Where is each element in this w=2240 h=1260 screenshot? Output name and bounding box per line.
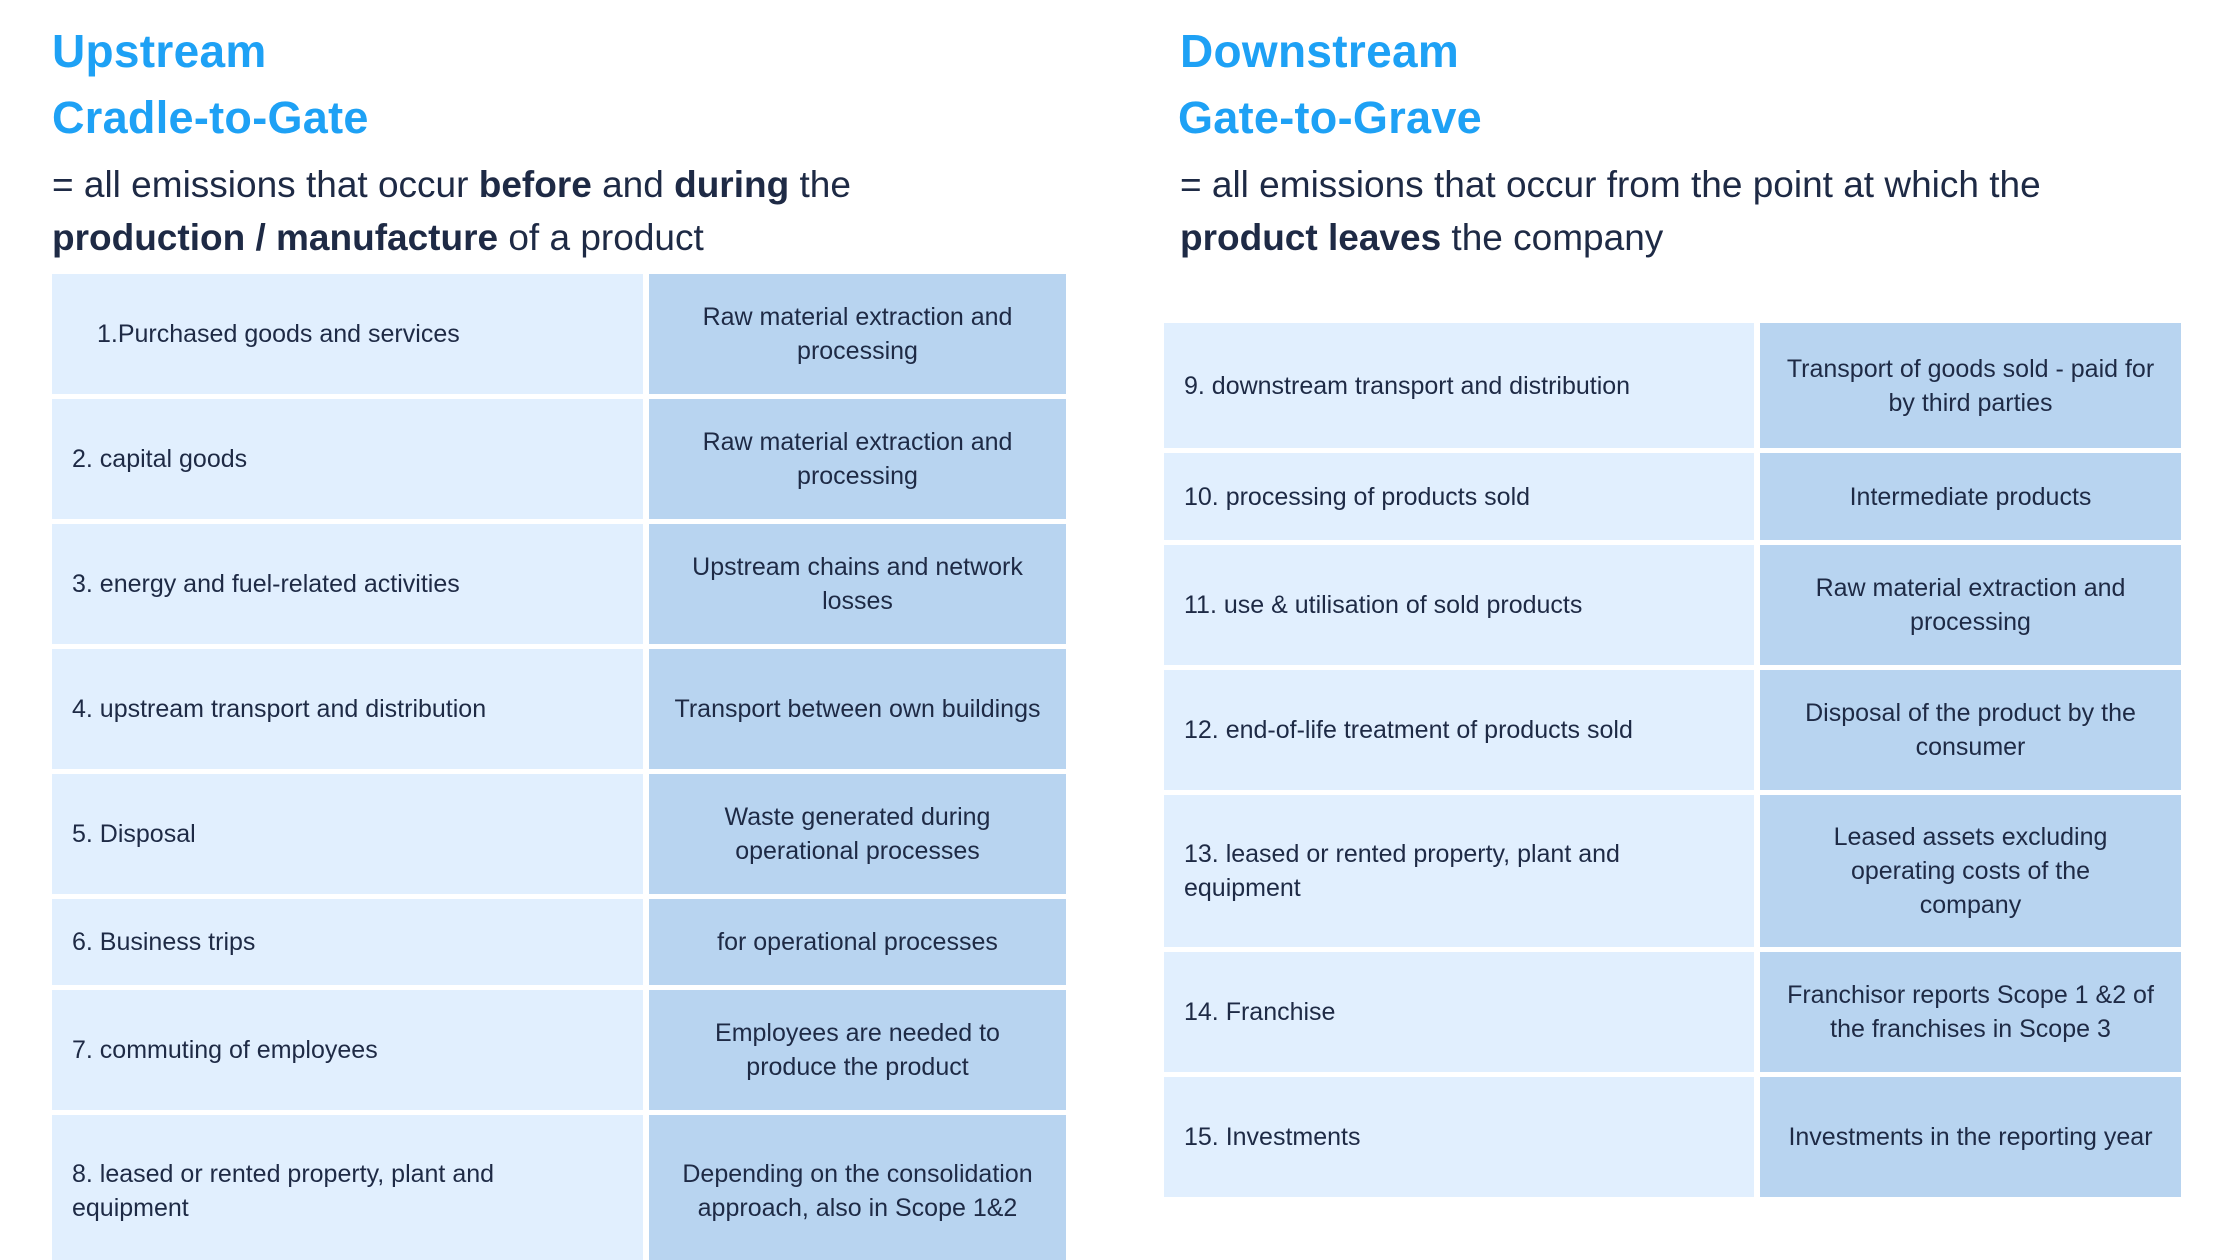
category-text: 11. use & utilisation of sold products — [1184, 591, 1583, 619]
category-cell: 2. capital goods — [52, 399, 643, 519]
category-cell: 8. leased or rented property, plant and … — [52, 1115, 643, 1260]
detail-text: Intermediate products — [1849, 482, 2092, 511]
category-text: 5. Disposal — [72, 820, 196, 848]
downstream-title: Downstream — [1180, 25, 1460, 77]
detail-text: Disposal of the product by the consumer — [1805, 699, 2136, 761]
desc-text: of a product — [498, 217, 704, 258]
category-cell: 1.Purchased goods and services — [52, 274, 643, 394]
desc-emphasis: product leaves — [1180, 217, 1442, 258]
category-cell: 7. commuting of employees — [52, 990, 643, 1110]
table-row: 12. end-of-life treatment of products so… — [1164, 670, 2181, 790]
desc-emphasis: during — [674, 164, 790, 205]
category-cell: 3. energy and fuel-related activities — [52, 524, 643, 644]
table-row: 6. Business trips for operational proces… — [52, 899, 1066, 985]
detail-text: for operational processes — [717, 928, 998, 956]
detail-cell: Employees are needed to produce the prod… — [649, 990, 1066, 1110]
table-row: 1.Purchased goods and services Raw mater… — [52, 274, 1066, 394]
detail-text: Transport of goods sold - paid for by th… — [1786, 354, 2155, 417]
category-text: 12. end-of-life treatment of products so… — [1184, 716, 1633, 744]
upstream-description: = all emissions that occur before and du… — [52, 158, 1052, 264]
category-text: 13. leased or rented property, plant and… — [1184, 840, 1620, 902]
table-row: 5. Disposal Waste generated during opera… — [52, 774, 1066, 894]
detail-cell: Intermediate products — [1760, 453, 2181, 540]
table-row: 3. energy and fuel-related activities Up… — [52, 524, 1066, 644]
detail-text: Franchisor reports Scope 1 &2 of the fra… — [1787, 981, 2154, 1043]
table-row: 13. leased or rented property, plant and… — [1164, 795, 2181, 947]
category-text: 3. energy and fuel-related activities — [72, 570, 460, 598]
detail-cell: Upstream chains and network losses — [649, 524, 1066, 644]
desc-emphasis: before — [478, 164, 592, 205]
category-cell: 13. leased or rented property, plant and… — [1164, 795, 1754, 947]
category-cell: 14. Franchise — [1164, 952, 1754, 1072]
category-cell: 4. upstream transport and distribution — [52, 649, 643, 769]
detail-cell: Leased assets excluding operating costs … — [1760, 795, 2181, 947]
desc-text: and — [591, 164, 675, 205]
detail-cell: Disposal of the product by the consumer — [1760, 670, 2181, 790]
category-text: 9. downstream transport and distribution — [1184, 371, 1631, 400]
table-row: 10. processing of products sold Intermed… — [1164, 453, 2181, 540]
detail-cell: Transport of goods sold - paid for by th… — [1760, 323, 2181, 448]
category-cell: 10. processing of products sold — [1164, 453, 1754, 540]
detail-text: Leased assets excluding operating costs … — [1833, 823, 2108, 919]
category-cell: 6. Business trips — [52, 899, 643, 985]
detail-text: Waste generated during operational proce… — [724, 803, 991, 865]
upstream-subtitle: Cradle-to-Gate — [52, 92, 369, 143]
category-text: 14. Franchise — [1184, 998, 1336, 1026]
category-cell: 15. Investments — [1164, 1077, 1754, 1197]
category-text: 15. Investments — [1184, 1123, 1361, 1151]
detail-cell: Raw material extraction and processing — [649, 399, 1066, 519]
desc-emphasis: production / manufacture — [52, 217, 499, 258]
upstream-title: Upstream — [52, 25, 267, 77]
detail-text: Raw material extraction and processing — [1815, 574, 2126, 636]
downstream-subtitle: Gate-to-Grave — [1178, 92, 1482, 143]
detail-cell: Raw material extraction and processing — [649, 274, 1066, 394]
category-text: 1.Purchased goods and services — [97, 320, 460, 348]
category-text: 7. commuting of employees — [72, 1036, 378, 1064]
category-cell: 12. end-of-life treatment of products so… — [1164, 670, 1754, 790]
detail-text: Transport between own buildings — [674, 695, 1041, 723]
desc-text: the company — [1441, 217, 1664, 258]
category-text: 2. capital goods — [72, 445, 248, 473]
detail-text: Raw material extraction and processing — [702, 303, 1013, 365]
table-row: 2. capital goods Raw material extraction… — [52, 399, 1066, 519]
detail-text: Employees are needed to produce the prod… — [715, 1019, 1000, 1081]
detail-cell: Investments in the reporting year — [1760, 1077, 2181, 1197]
table-row: 7. commuting of employees Employees are … — [52, 990, 1066, 1110]
table-row: 8. leased or rented property, plant and … — [52, 1115, 1066, 1260]
detail-text: Raw material extraction and processing — [702, 428, 1013, 490]
category-text: 10. processing of products sold — [1184, 482, 1531, 511]
detail-text: Upstream chains and network losses — [692, 553, 1023, 615]
table-row: 14. Franchise Franchisor reports Scope 1… — [1164, 952, 2181, 1072]
downstream-description: = all emissions that occur from the poin… — [1180, 158, 2180, 264]
detail-cell: Waste generated during operational proce… — [649, 774, 1066, 894]
table-row: 11. use & utilisation of sold products R… — [1164, 545, 2181, 665]
desc-text: = all emissions that occur from the poin… — [1180, 164, 2041, 205]
table-row: 15. Investments Investments in the repor… — [1164, 1077, 2181, 1197]
category-text: 8. leased or rented property, plant and … — [72, 1160, 495, 1222]
table-row: 4. upstream transport and distribution T… — [52, 649, 1066, 769]
category-cell: 5. Disposal — [52, 774, 643, 894]
table-row: 9. downstream transport and distribution… — [1164, 323, 2181, 448]
detail-cell: Raw material extraction and processing — [1760, 545, 2181, 665]
desc-text: = all emissions that occur — [52, 164, 479, 205]
detail-cell: Depending on the consolidation approach,… — [649, 1115, 1066, 1260]
detail-text: Investments in the reporting year — [1788, 1123, 2153, 1151]
category-text: 6. Business trips — [72, 928, 256, 956]
detail-cell: for operational processes — [649, 899, 1066, 985]
category-cell: 11. use & utilisation of sold products — [1164, 545, 1754, 665]
desc-text: the — [789, 164, 851, 205]
category-cell: 9. downstream transport and distribution — [1164, 323, 1754, 448]
detail-cell: Transport between own buildings — [649, 649, 1066, 769]
category-text: 4. upstream transport and distribution — [72, 695, 487, 723]
detail-text: Depending on the consolidation approach,… — [682, 1160, 1033, 1222]
detail-cell: Franchisor reports Scope 1 &2 of the fra… — [1760, 952, 2181, 1072]
